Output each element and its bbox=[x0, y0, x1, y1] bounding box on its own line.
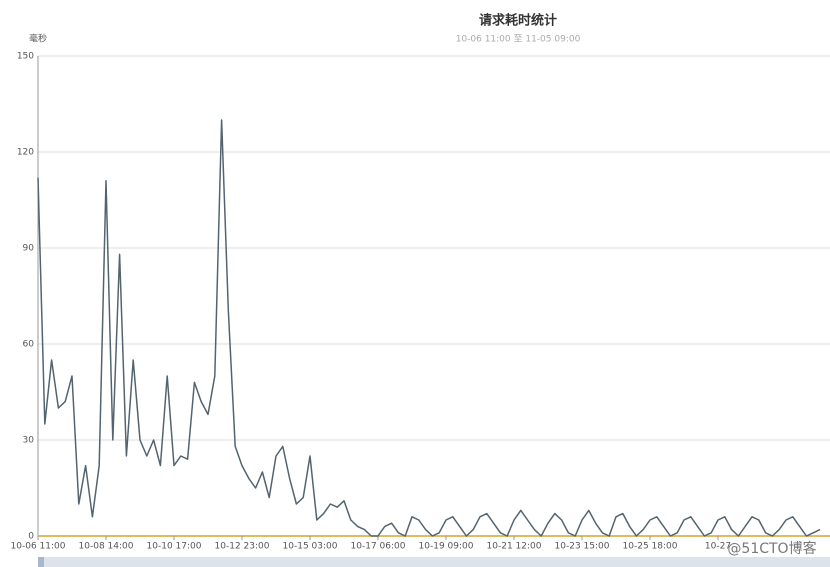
x-tick-label: 10-25 18:00 bbox=[623, 542, 678, 552]
x-tick-label: 10-19 09:00 bbox=[419, 542, 474, 552]
x-tick-label: 10-06 11:00 bbox=[11, 542, 66, 552]
x-tick-label: 10-08 14:00 bbox=[79, 542, 134, 552]
y-tick-label: 60 bbox=[23, 340, 35, 350]
series-line bbox=[37, 119, 821, 537]
x-tick-label: 10-23 15:00 bbox=[555, 542, 610, 552]
x-tick-label: 10-15 03:00 bbox=[283, 542, 338, 552]
watermark: @51CTO博客 bbox=[727, 540, 816, 557]
zoom-handle[interactable] bbox=[38, 557, 44, 567]
y-tick-label: 0 bbox=[28, 532, 34, 542]
plot-area: 0 30 60 90 120 150 10-06 11:00 10-08 14:00 10-10… bbox=[11, 52, 830, 552]
x-tick-label: 10-12 23:00 bbox=[215, 542, 270, 552]
y-tick-label: 120 bbox=[17, 148, 34, 158]
x-tick-label: 10-10 17:00 bbox=[147, 542, 202, 552]
y-axis-label: 毫秒 bbox=[29, 33, 47, 45]
chart-title: 请求耗时统计 bbox=[479, 13, 557, 29]
x-tick-label: 10-27 bbox=[705, 542, 731, 552]
y-tick-label: 90 bbox=[23, 244, 35, 254]
x-tick-label: 10-21 12:00 bbox=[487, 542, 542, 552]
y-tick-label: 150 bbox=[17, 52, 34, 62]
x-tick-label: 10-17 06:00 bbox=[351, 542, 406, 552]
y-tick-label: 30 bbox=[23, 436, 35, 446]
zoom-slider[interactable] bbox=[38, 557, 830, 567]
chart-subtitle: 10-06 11:00 至 11-05 09:00 bbox=[456, 34, 581, 45]
